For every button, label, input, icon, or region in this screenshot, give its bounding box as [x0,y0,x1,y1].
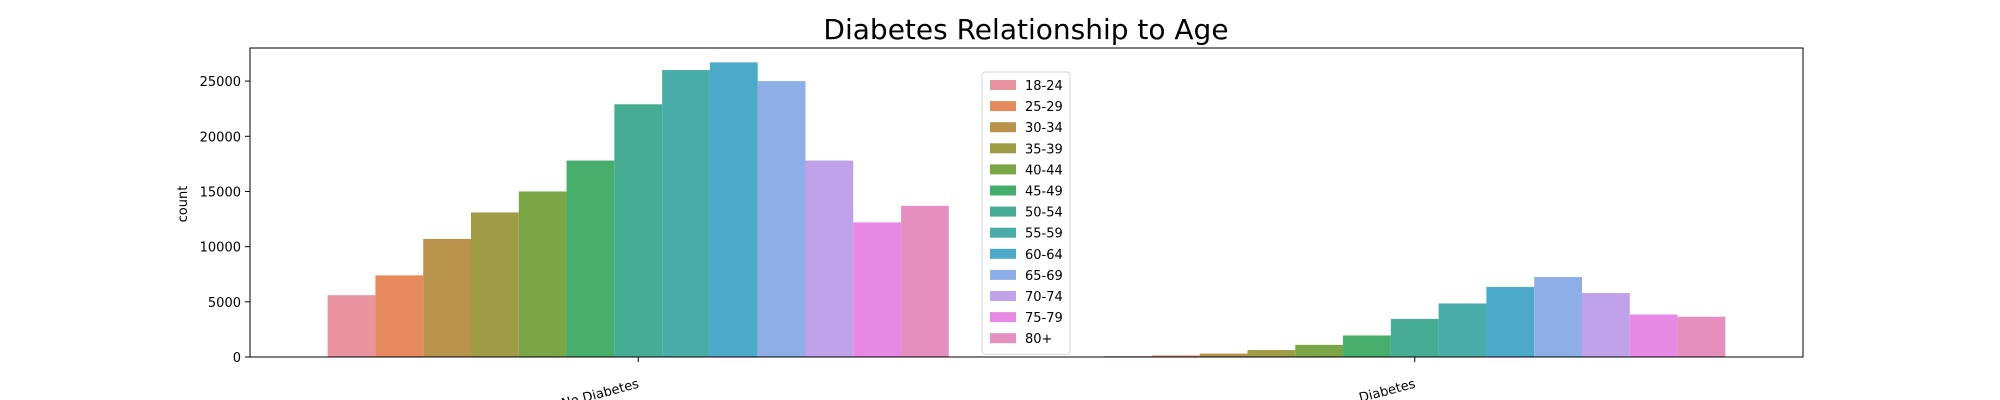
legend-frame [981,71,1071,355]
legend-swatch [990,206,1016,217]
legend-label: 45-49 [1025,185,1063,200]
legend-label: 35-39 [1025,142,1063,157]
legend-label: 55-59 [1025,227,1063,242]
legend-label: 50-54 [1025,206,1063,221]
y-axis-title: count [176,186,191,223]
y-tick-label: 10000 [200,241,241,256]
bar-no-diabetes-40-44 [518,191,567,357]
bar-diabetes-60-64 [1486,286,1535,357]
plot-frame [249,47,1804,358]
legend-swatch [990,312,1016,323]
bar-no-diabetes-18-24 [327,295,376,357]
bar-diabetes-70-74 [1582,292,1630,357]
legend-label: 40-44 [1025,163,1063,178]
x-tick-label: No Diabetes [560,377,641,400]
bar-diabetes-45-49 [1343,335,1391,357]
bar-diabetes-55-59 [1438,303,1487,357]
legend-swatch [990,291,1016,301]
bar-diabetes-80plus [1677,316,1726,357]
bar-no-diabetes-60-64 [709,62,758,357]
bar-no-diabetes-25-29 [375,275,424,357]
legend-label: 75-79 [1025,311,1063,326]
y-tick-label: 25000 [200,75,241,90]
legend-label: 70-74 [1025,290,1063,305]
legend-swatch [990,80,1016,90]
bar-no-diabetes-65-69 [757,81,806,358]
legend-swatch [990,164,1016,175]
bar-diabetes-30-34 [1199,353,1248,357]
legend-swatch [990,101,1016,112]
bar-diabetes-50-54 [1390,318,1439,357]
bar-no-diabetes-55-59 [662,70,710,357]
bar-diabetes-40-44 [1295,344,1344,357]
legend-swatch [990,269,1016,280]
bars-group [327,62,1726,358]
legend-label: 30-34 [1025,121,1063,136]
y-tick-label: 5000 [208,296,241,311]
legend-swatch [990,248,1016,259]
legend-swatch [990,333,1016,344]
legend-swatch [990,185,1016,196]
bar-no-diabetes-50-54 [614,104,663,357]
legend-swatch [990,143,1016,154]
bar-no-diabetes-75-79 [853,222,902,357]
bar-no-diabetes-35-39 [471,212,519,357]
bar-no-diabetes-70-74 [805,160,854,357]
legend-swatch [990,227,1016,238]
bar-no-diabetes-45-49 [566,160,615,357]
bar-diabetes-75-79 [1629,314,1678,357]
y-tick-label: 20000 [200,130,241,145]
bar-no-diabetes-30-34 [423,238,471,357]
y-tick-label: 0 [233,351,241,366]
bar-no-diabetes-80plus [901,205,949,357]
legend-label: 65-69 [1025,269,1063,284]
legend-label: 80+ [1025,332,1052,347]
bar-diabetes-65-69 [1534,276,1582,357]
chart-title: Diabetes Relationship to Age [823,13,1228,46]
x-tick-label: Diabetes [1358,377,1418,400]
bar-diabetes-35-39 [1247,350,1296,357]
legend-label: 60-64 [1025,248,1063,263]
legend-label: 25-29 [1025,100,1063,115]
legend: 18-24 25-29 30-34 35-39 40-44 45-49 50-54 55-59… [981,71,1071,355]
legend-swatch [990,122,1016,133]
bar-diabetes-25-29 [1151,355,1200,357]
legend-label: 18-24 [1025,79,1063,94]
y-tick-label: 15000 [200,185,241,200]
